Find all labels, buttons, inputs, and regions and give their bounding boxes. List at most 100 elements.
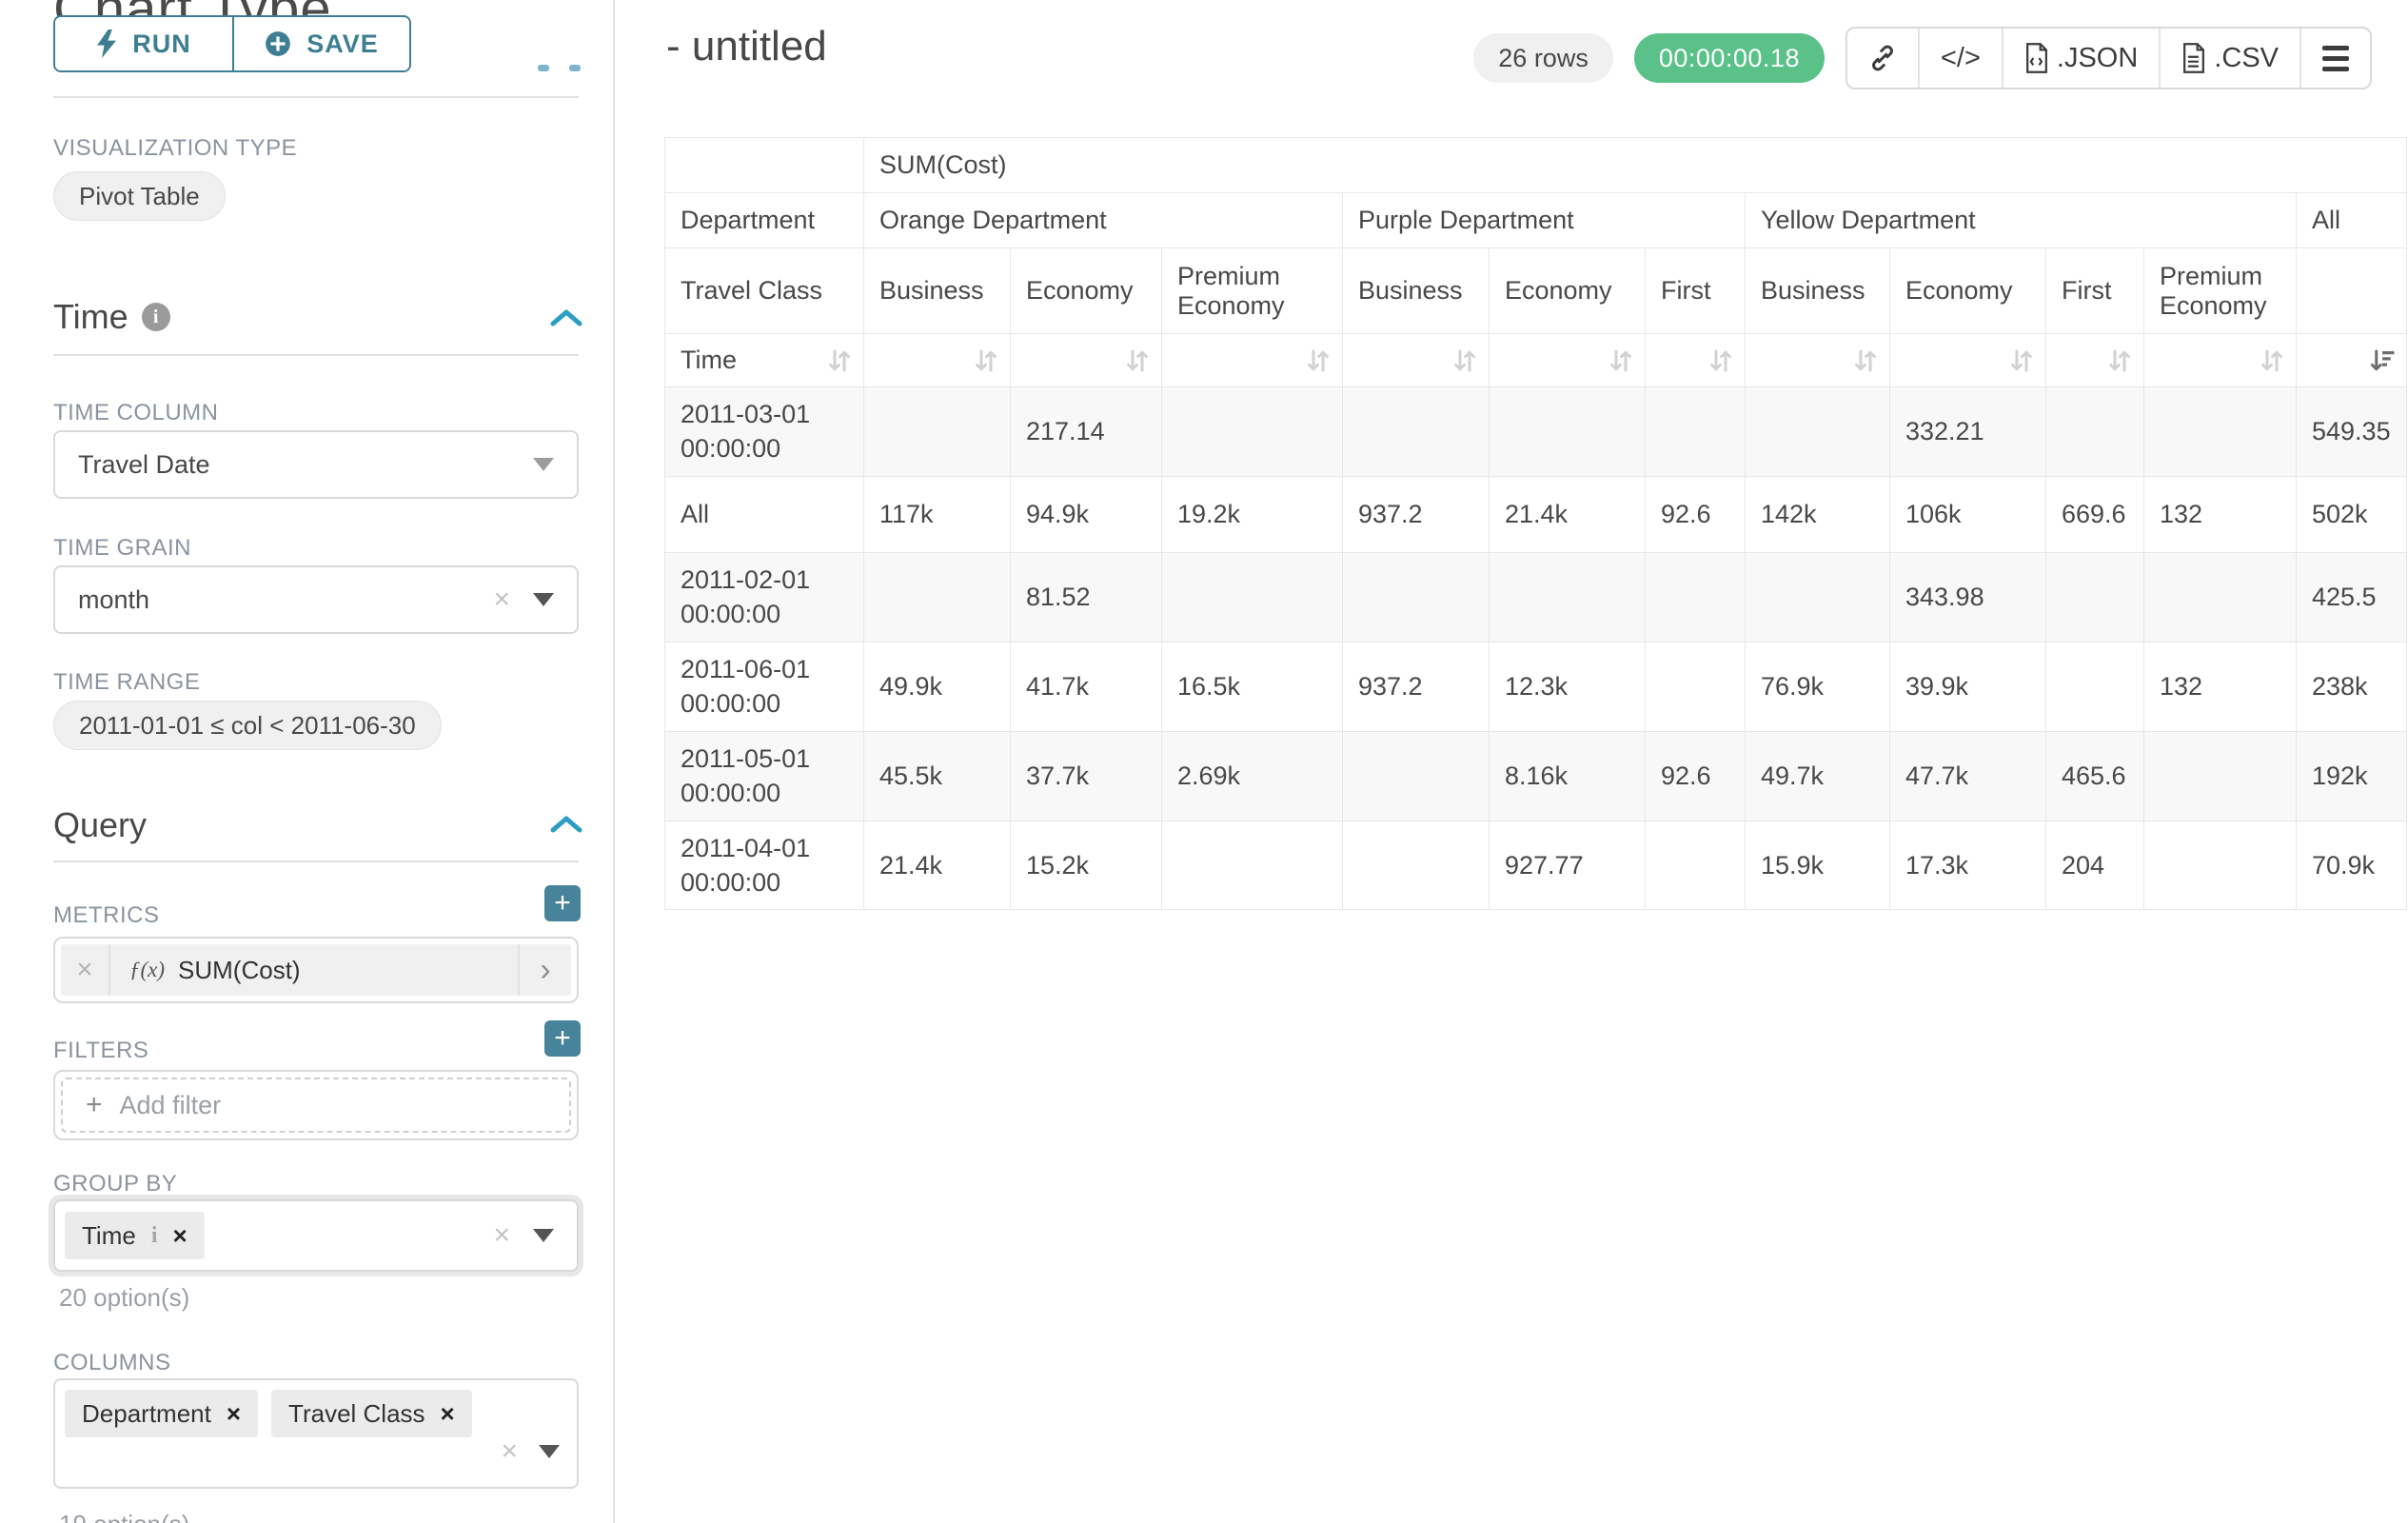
value-cell: 94.9k: [1010, 475, 1162, 553]
column-sort-header[interactable]: [1010, 333, 1162, 387]
divider: [53, 354, 579, 356]
csv-file-icon: [2183, 43, 2205, 73]
dept-group-header: Yellow Department: [1745, 192, 2297, 248]
metrics-box: × ƒ(x) SUM(Cost) ›: [53, 937, 579, 1003]
column-sort-header[interactable]: [1889, 333, 2046, 387]
add-filter-button[interactable]: + Add filter: [61, 1078, 571, 1133]
value-cell: 332.21: [1889, 386, 2046, 477]
value-cell: 142k: [1745, 475, 1890, 553]
run-button[interactable]: RUN: [55, 17, 232, 70]
value-cell: [1161, 551, 1343, 643]
value-cell: [1161, 386, 1343, 477]
sort-icon: [1454, 349, 1475, 371]
metric-header-cell: SUM(Cost): [863, 137, 2407, 193]
value-cell: 70.9k: [2296, 820, 2407, 911]
sort-icon: [1127, 349, 1148, 371]
clipped-icon-dot: [538, 65, 549, 71]
value-cell: 92.6: [1645, 475, 1746, 553]
column-sort-header[interactable]: [1489, 333, 1646, 387]
value-cell: 15.9k: [1745, 820, 1890, 911]
chevron-up-icon[interactable]: [550, 308, 582, 327]
add-filter-plus-button[interactable]: +: [544, 1020, 581, 1057]
travel-class-header-row: Travel Class Business Economy Premium Ec…: [664, 247, 2407, 334]
remove-chip-icon[interactable]: ×: [172, 1220, 188, 1250]
column-sort-header[interactable]: [863, 333, 1011, 387]
chevron-up-icon[interactable]: [550, 815, 582, 834]
remove-chip-icon[interactable]: ×: [226, 1398, 242, 1428]
value-cell: 2.69k: [1161, 730, 1343, 821]
sort-icon: [1610, 349, 1631, 371]
info-icon[interactable]: i: [150, 1222, 158, 1248]
class-header: [2296, 247, 2407, 334]
pivot-data-row: 2011-05-01 00:00:00 45.5k 37.7k 2.69k 8.16k 9…: [664, 730, 2407, 821]
caret-down-icon: [533, 458, 554, 471]
group-by-select[interactable]: Time i × ×: [53, 1199, 579, 1272]
value-cell: 49.9k: [863, 641, 1011, 732]
caret-down-icon: [539, 1445, 560, 1458]
menu-button[interactable]: [2299, 29, 2370, 88]
metric-pill[interactable]: × ƒ(x) SUM(Cost) ›: [61, 944, 571, 996]
clear-icon[interactable]: ×: [493, 1219, 510, 1251]
value-cell: 937.2: [1342, 641, 1490, 732]
time-range-chip[interactable]: 2011-01-01 ≤ col < 2011-06-30: [53, 701, 442, 750]
clear-icon[interactable]: ×: [501, 1435, 518, 1467]
metric-name: SUM(Cost): [178, 955, 301, 984]
column-sort-header[interactable]: [1161, 333, 1343, 387]
class-header: Business: [863, 247, 1011, 334]
row-label-cell: 2011-06-01 00:00:00: [664, 641, 864, 732]
columns-chip-travel-class[interactable]: Travel Class ×: [271, 1390, 472, 1437]
row-label-cell: All: [664, 475, 864, 553]
divider: [53, 96, 579, 98]
chevron-right-icon[interactable]: ›: [518, 944, 571, 996]
add-metric-button[interactable]: +: [544, 885, 581, 921]
value-cell: [1489, 386, 1646, 477]
caret-down-icon: [533, 1229, 554, 1242]
value-cell: 937.2: [1342, 475, 1490, 553]
group-by-chip-time[interactable]: Time i ×: [65, 1212, 205, 1259]
column-sort-header[interactable]: [2143, 333, 2297, 387]
metric-header-row: SUM(Cost): [664, 137, 2407, 193]
time-sort-header[interactable]: Time: [664, 333, 864, 387]
class-header: Business: [1342, 247, 1490, 334]
row-label-cell: 2011-03-01 00:00:00: [664, 386, 864, 477]
column-sort-header[interactable]: [2296, 333, 2407, 387]
columns-chip-department[interactable]: Department ×: [65, 1390, 259, 1437]
column-sort-header[interactable]: [2045, 333, 2144, 387]
sort-desc-icon: [2370, 349, 2395, 370]
group-by-label: GROUP BY: [53, 1171, 178, 1197]
remove-metric-icon[interactable]: ×: [61, 944, 110, 996]
value-cell: [2143, 730, 2297, 821]
value-cell: 502k: [2296, 475, 2407, 553]
row-label-cell: 2011-02-01 00:00:00: [664, 551, 864, 643]
visualization-type-chip[interactable]: Pivot Table: [53, 171, 226, 221]
save-button[interactable]: SAVE: [232, 17, 409, 70]
column-sort-header[interactable]: [1342, 333, 1490, 387]
department-header-row: Department Orange Department Purple Depa…: [664, 192, 2407, 248]
result-toolbar: 26 rows 00:00:00.18 </>: [1473, 27, 2372, 89]
class-header: Premium Economy: [2143, 247, 2297, 334]
sort-icon: [829, 349, 850, 371]
export-csv-button[interactable]: .CSV: [2159, 29, 2299, 88]
value-cell: 132: [2143, 475, 2297, 553]
value-cell: 343.98: [1889, 551, 2046, 643]
remove-chip-icon[interactable]: ×: [440, 1398, 455, 1428]
filters-label: FILTERS: [53, 1038, 149, 1063]
clear-icon[interactable]: ×: [493, 583, 510, 615]
columns-select[interactable]: Department × Travel Class × ×: [53, 1378, 579, 1489]
time-grain-select[interactable]: month ×: [53, 565, 579, 634]
class-header: Economy: [1889, 247, 2046, 334]
value-cell: 16.5k: [1161, 641, 1343, 732]
column-sort-header[interactable]: [1745, 333, 1890, 387]
value-cell: 192k: [2296, 730, 2407, 821]
view-query-button[interactable]: </>: [1917, 29, 2002, 88]
info-icon[interactable]: i: [141, 303, 170, 331]
time-column-label: TIME COLUMN: [53, 400, 219, 425]
pivot-data-row: 2011-04-01 00:00:00 21.4k 15.2k 927.77 15.9k…: [664, 820, 2407, 911]
column-sort-header[interactable]: [1645, 333, 1746, 387]
export-json-button[interactable]: .JSON: [2001, 29, 2160, 88]
value-cell: 106k: [1889, 475, 2046, 553]
share-link-button[interactable]: [1846, 29, 1918, 88]
value-cell: 15.2k: [1010, 820, 1162, 911]
time-column-select[interactable]: Travel Date: [53, 430, 579, 499]
